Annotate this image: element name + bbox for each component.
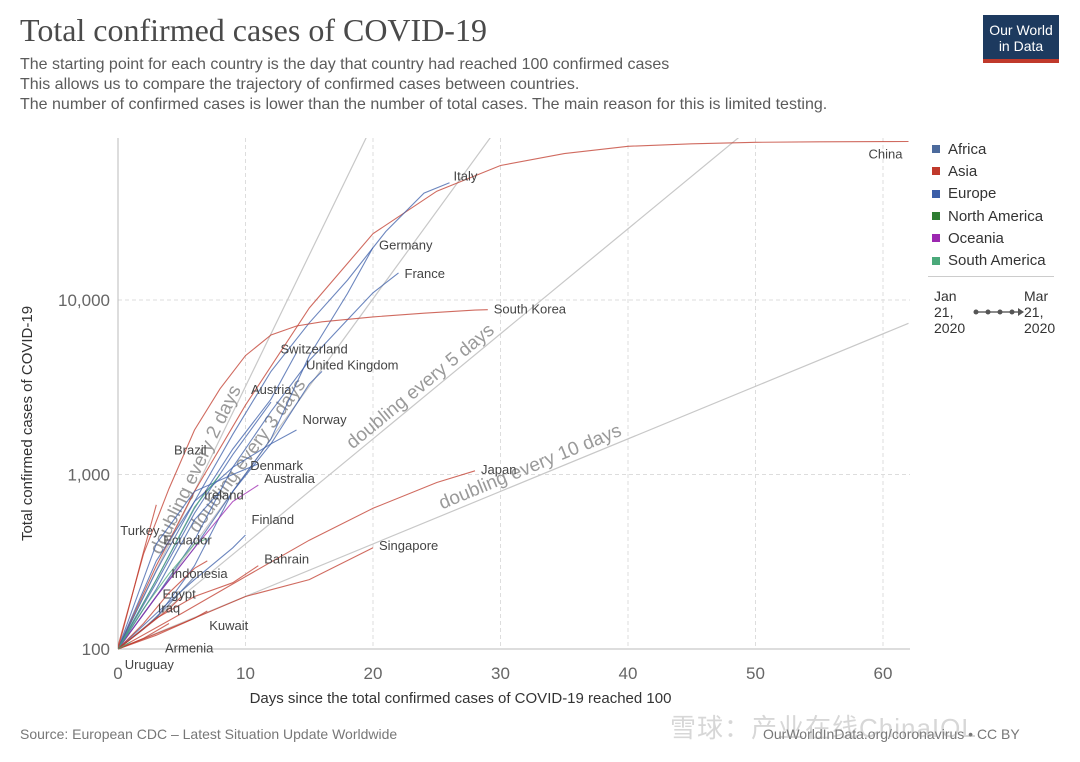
legend-item-asia[interactable]: Asia [932,160,1046,182]
series-label: Japan [481,462,516,477]
legend-label: North America [948,207,1044,225]
series-line-italy[interactable] [118,182,450,650]
legend-divider [928,276,1054,277]
series-line-norway[interactable] [118,429,297,650]
x-tick-label: 0 [113,664,122,683]
subtitle-line-2: This allows us to compare the trajectory… [20,76,580,93]
legend-swatch [932,167,940,176]
series-line-armenia[interactable] [118,623,170,650]
timeline-start-date: Jan 21, 2020 [934,288,966,336]
reference-line [118,322,909,650]
series-label: Uruguay [125,657,175,672]
legend-swatch [932,234,940,243]
legend-swatch [932,256,940,265]
legend-label: South America [948,252,1046,270]
watermark: 雪球：产业在线ChinaIOL [670,713,977,743]
reference-line [118,138,740,650]
series-line-singapore[interactable] [118,547,374,650]
series-line-finland[interactable] [118,534,246,650]
series-line-iraq[interactable] [118,596,183,650]
legend-label: Asia [948,162,978,180]
legend: Africa Asia Europe North America Oceania… [932,138,1046,272]
series-label: China [869,146,904,161]
series-lines [118,140,909,650]
y-tick-label: 1,000 [67,466,110,485]
y-tick-label: 100 [82,640,110,659]
x-tick-label: 60 [874,664,893,683]
series-line-kuwait[interactable] [118,610,208,650]
reference-lines [118,138,909,650]
logo-line-2: in Data [998,38,1044,54]
series-line-turkey[interactable] [118,504,157,650]
series-line-south-korea[interactable] [118,309,488,647]
series-line-indonesia[interactable] [118,560,208,650]
series-label: United Kingdom [306,357,399,372]
subtitle-line-3: The number of confirmed cases is lower t… [20,96,828,113]
series-line-austria[interactable] [118,401,272,650]
series-line-china[interactable] [118,140,909,650]
series-label: France [405,266,445,281]
series-line-uruguay[interactable] [118,641,132,650]
x-tick-label: 50 [746,664,765,683]
series-label: Norway [303,412,348,427]
legend-label: Africa [948,140,987,158]
legend-swatch [932,212,940,221]
series-label: Australia [264,471,315,486]
series-label: Denmark [250,458,303,473]
series-label: Austria [251,382,292,397]
series-label: Kuwait [209,618,248,633]
x-tick-label: 40 [619,664,638,683]
chart-title: Total confirmed cases of COVID-19 [20,12,487,48]
legend-swatch [932,145,940,154]
legend-item-oceania[interactable]: Oceania [932,227,1046,249]
series-line-brazil[interactable] [118,474,221,650]
x-axis-title: Days since the total confirmed cases of … [250,690,672,707]
timeline-end-date: Mar 21, 2020 [1024,288,1056,336]
series-label: Turkey [120,523,160,538]
series-label: Ireland [204,487,244,502]
series-label: Bahrain [264,552,309,567]
license-link[interactable]: OurWorldInData.org/coronavirus • CC BY [763,726,1020,742]
legend-label: Europe [948,185,997,203]
legend-swatch [932,189,940,198]
legend-item-south-america[interactable]: South America [932,249,1046,271]
series-label: Brazil [174,443,207,458]
series-label: Ecuador [163,532,212,547]
series-label: South Korea [494,302,567,317]
reference-line-label: doubling every 10 days [436,420,625,514]
series-label: Singapore [379,538,438,553]
x-tick-label: 10 [236,664,255,683]
legend-item-africa[interactable]: Africa [932,138,1046,160]
series-label: Switzerland [281,342,348,357]
series-label: Indonesia [171,566,228,581]
source-note: Source: European CDC – Latest Situation … [20,726,398,742]
y-tick-label: 10,000 [58,291,110,310]
series-label: Egypt [163,587,197,602]
series-line-australia[interactable] [118,484,259,650]
series-label: Iraq [158,600,180,615]
legend-label: Oceania [948,229,1004,247]
subtitle-line-1: The starting point for each country is t… [20,56,670,73]
series-label: Italy [454,169,478,184]
series-line-ecuador[interactable] [118,537,208,650]
legend-item-north-america[interactable]: North America [932,205,1046,227]
series-line-japan[interactable] [118,470,476,650]
reference-line [118,138,367,650]
timeline-control[interactable]: Jan 21, 2020 Mar 21, 2020 [934,288,1064,344]
reference-line-label: doubling every 5 days [342,320,498,454]
logo-line-1: Our World [989,22,1053,38]
timeline-slider[interactable] [972,305,1026,319]
series-line-germany[interactable] [118,247,374,650]
legend-item-europe[interactable]: Europe [932,183,1046,205]
y-axis-title: Total confirmed cases of COVID-19 [19,306,36,541]
series-label: Armenia [165,641,214,656]
series-label: Germany [379,237,433,252]
series-line-france[interactable] [118,272,399,650]
series-line-denmark[interactable] [118,463,259,650]
x-tick-label: 20 [364,664,383,683]
owid-logo[interactable]: Our World in Data [983,15,1059,63]
x-tick-label: 30 [491,664,510,683]
series-label: Finland [252,512,295,527]
